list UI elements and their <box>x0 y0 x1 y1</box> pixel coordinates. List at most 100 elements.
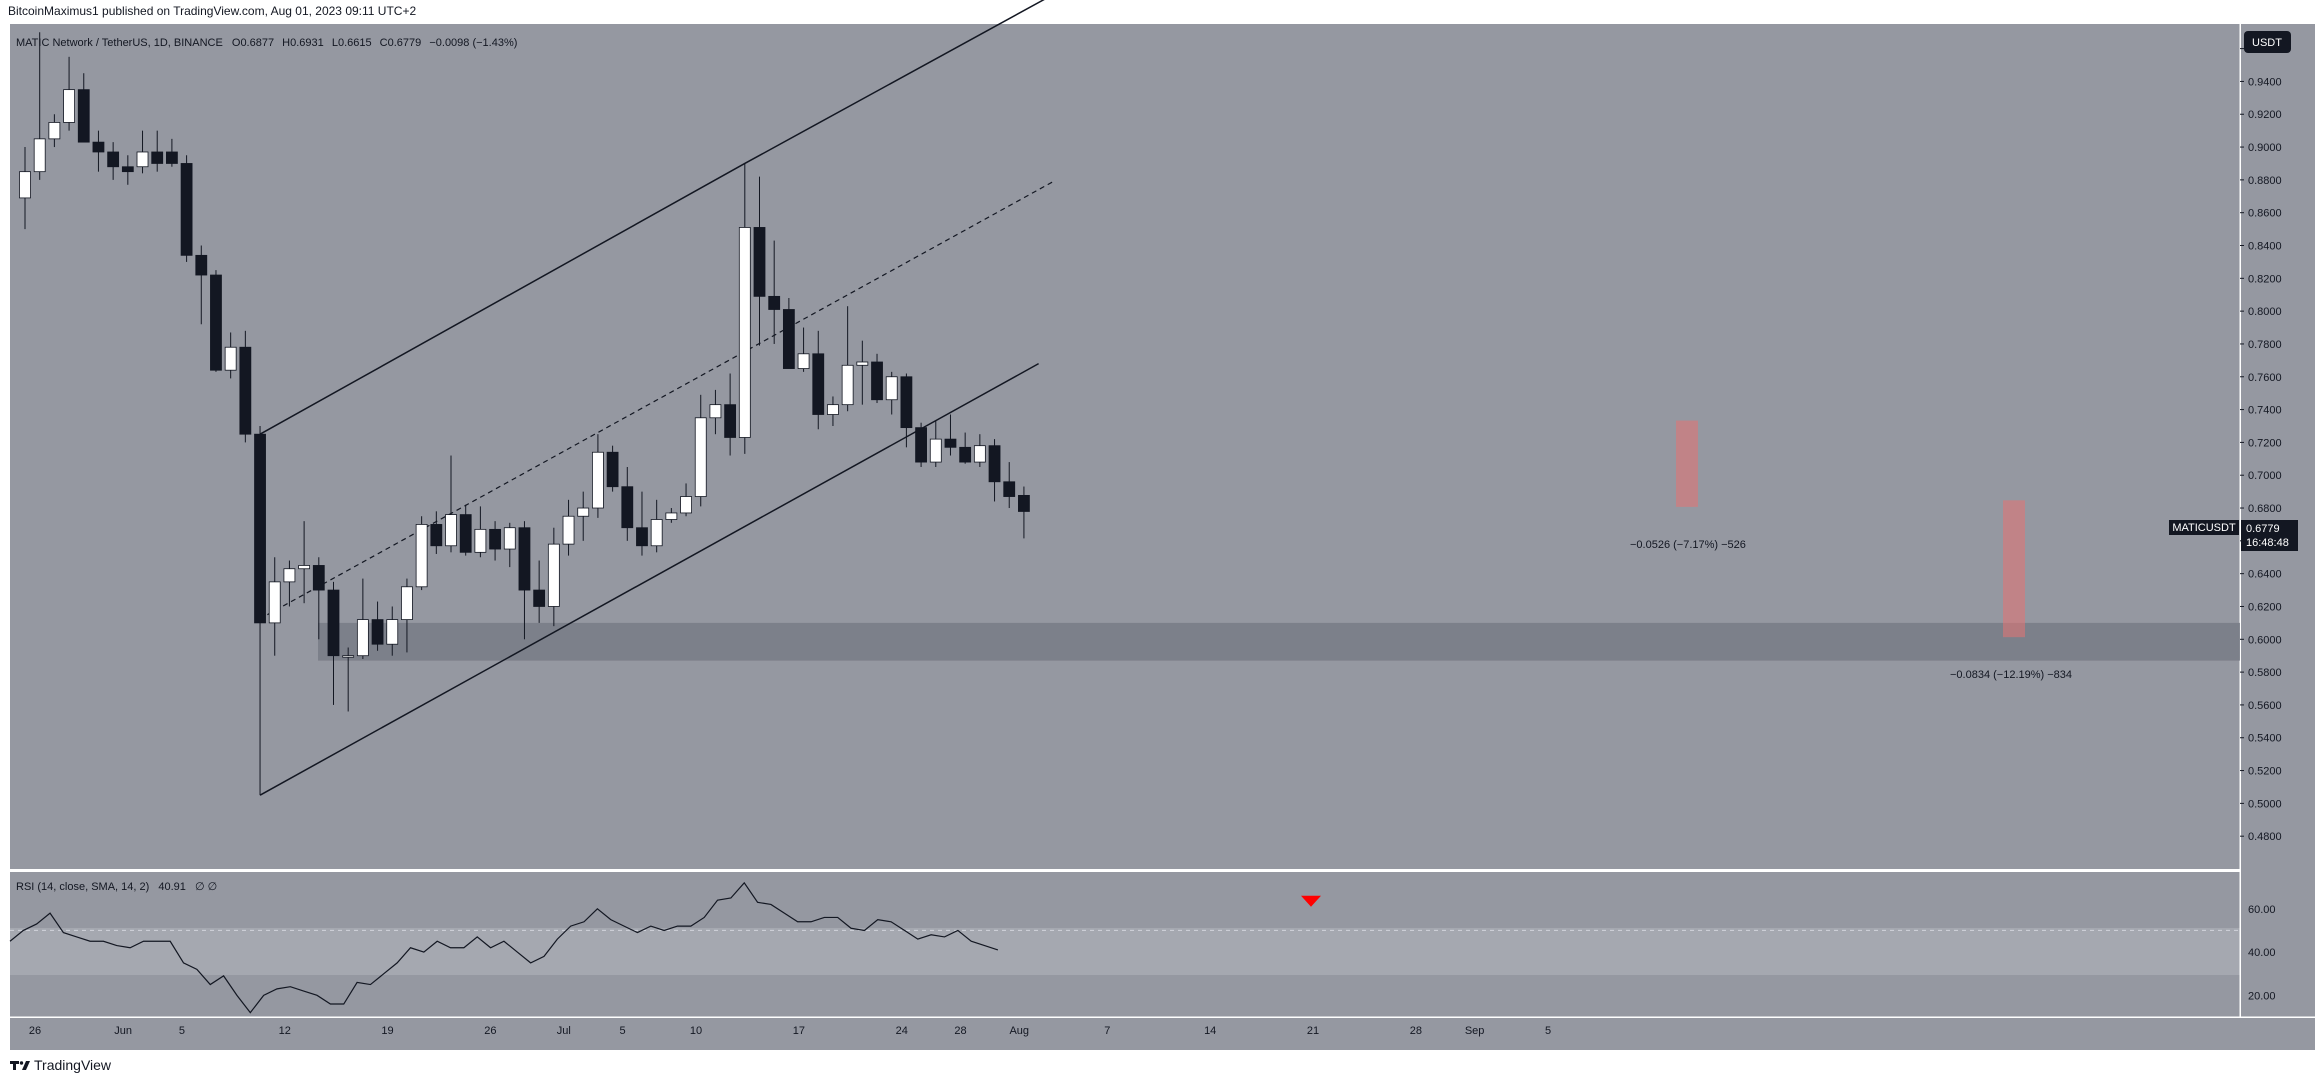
time-scale-background <box>10 1018 2315 1050</box>
candle-body <box>547 543 560 607</box>
candle-body <box>518 527 531 591</box>
time-tick-label: 7 <box>1104 1025 1110 1037</box>
candle-body <box>724 404 737 438</box>
candle-body <box>738 227 751 438</box>
candle-body <box>48 122 61 140</box>
candle <box>298 521 311 604</box>
candle-body <box>592 451 604 509</box>
candle-body <box>856 361 869 366</box>
candle-body <box>650 519 663 547</box>
candle <box>165 138 178 167</box>
time-tick-label: 5 <box>1545 1025 1551 1037</box>
candle-body <box>401 586 413 621</box>
price-tick-label: 0.7200 <box>2248 437 2282 449</box>
open-label: O <box>232 37 241 49</box>
price-tag-symbol: MATICUSDT <box>2172 522 2236 534</box>
candle-body <box>239 346 252 435</box>
top-bar: BitcoinMaximus1 published on TradingView… <box>0 0 2315 24</box>
price-tick-label: 0.5000 <box>2248 798 2282 810</box>
candle-body <box>254 433 266 624</box>
candle-body <box>92 141 105 153</box>
price-tick-label: 0.8000 <box>2248 306 2282 318</box>
candle-body <box>356 619 369 657</box>
candle <box>753 176 766 346</box>
currency-button[interactable]: USDT <box>2244 31 2291 53</box>
candle-body <box>503 527 516 550</box>
price-tick-label: 0.8400 <box>2248 241 2282 253</box>
candle-body <box>885 376 898 401</box>
published-text: BitcoinMaximus1 published on TradingView… <box>8 4 417 18</box>
price-tick-label: 0.8600 <box>2248 208 2282 220</box>
price-chart[interactable]: −0.0526 (−7.17%) −526 −0.0834 (−12.19%) −… <box>0 0 2315 1050</box>
candle-body <box>753 227 766 297</box>
candle-body <box>841 364 854 406</box>
price-tick-label: 0.6200 <box>2248 601 2282 613</box>
candle-body <box>298 565 311 570</box>
candle <box>151 130 164 172</box>
candle-body <box>680 496 692 514</box>
candle-body <box>371 619 384 645</box>
price-tag-price: 0.6779 <box>2246 523 2280 535</box>
low-value: 0.6615 <box>338 37 372 49</box>
candle <box>283 560 296 607</box>
price-tick-label: 0.6800 <box>2248 503 2282 515</box>
candle-body <box>797 353 810 369</box>
candle <box>944 414 957 456</box>
rsi-band <box>10 928 2240 975</box>
candle-body <box>63 89 75 123</box>
candle-body <box>562 515 575 545</box>
candle-body <box>782 309 795 369</box>
candle-body <box>33 138 46 173</box>
time-tick-label: Jun <box>114 1025 132 1037</box>
candle <box>562 499 575 556</box>
candle-body <box>929 438 942 463</box>
candle <box>489 521 501 561</box>
price-tick-label: 0.9000 <box>2248 142 2282 154</box>
tradingview-brand: TradingView <box>34 1057 112 1073</box>
candle <box>48 114 61 148</box>
candle-body <box>871 361 883 401</box>
candle <box>459 504 472 556</box>
candle <box>606 445 619 492</box>
candle <box>1003 462 1016 509</box>
candle <box>900 373 913 448</box>
time-tick-label: 5 <box>179 1025 185 1037</box>
tradingview-logo-icon <box>10 1061 30 1070</box>
tradingview-logo[interactable]: TradingView <box>10 1057 111 1073</box>
close-label: C <box>380 37 388 49</box>
candle <box>268 557 281 656</box>
high-value: 0.6931 <box>290 37 324 49</box>
candle <box>386 606 399 656</box>
rsi-value: 40.91 <box>158 881 186 893</box>
candle <box>694 394 707 507</box>
candle <box>650 499 663 553</box>
price-tick-label: 0.6400 <box>2248 569 2282 581</box>
candle-body <box>959 446 972 463</box>
candle-body <box>606 451 619 488</box>
candle-body <box>489 528 501 550</box>
candle-body <box>1018 494 1030 512</box>
candle-body <box>445 514 457 547</box>
candle <box>239 330 252 443</box>
support-zone <box>318 622 2240 661</box>
candle-body <box>283 568 296 583</box>
candle <box>210 270 222 372</box>
candle <box>841 306 854 412</box>
candle-body <box>474 528 487 553</box>
price-tick-label: 0.7400 <box>2248 405 2282 417</box>
price-tick-label: 0.8800 <box>2248 175 2282 187</box>
measure-box <box>2003 500 2025 638</box>
low-label: L <box>332 37 338 49</box>
price-tick-label: 0.5800 <box>2248 667 2282 679</box>
candle <box>577 491 590 541</box>
price-tick-label: 0.8200 <box>2248 273 2282 285</box>
candle-body <box>430 524 443 547</box>
candle-body <box>165 151 178 164</box>
candle <box>224 332 237 379</box>
candle-body <box>268 581 281 624</box>
time-tick-label: 14 <box>1204 1025 1216 1037</box>
channel-lower-line <box>259 362 1039 796</box>
candle <box>547 527 560 627</box>
price-tick-label: 0.4800 <box>2248 831 2282 843</box>
candle-body <box>1003 481 1016 497</box>
